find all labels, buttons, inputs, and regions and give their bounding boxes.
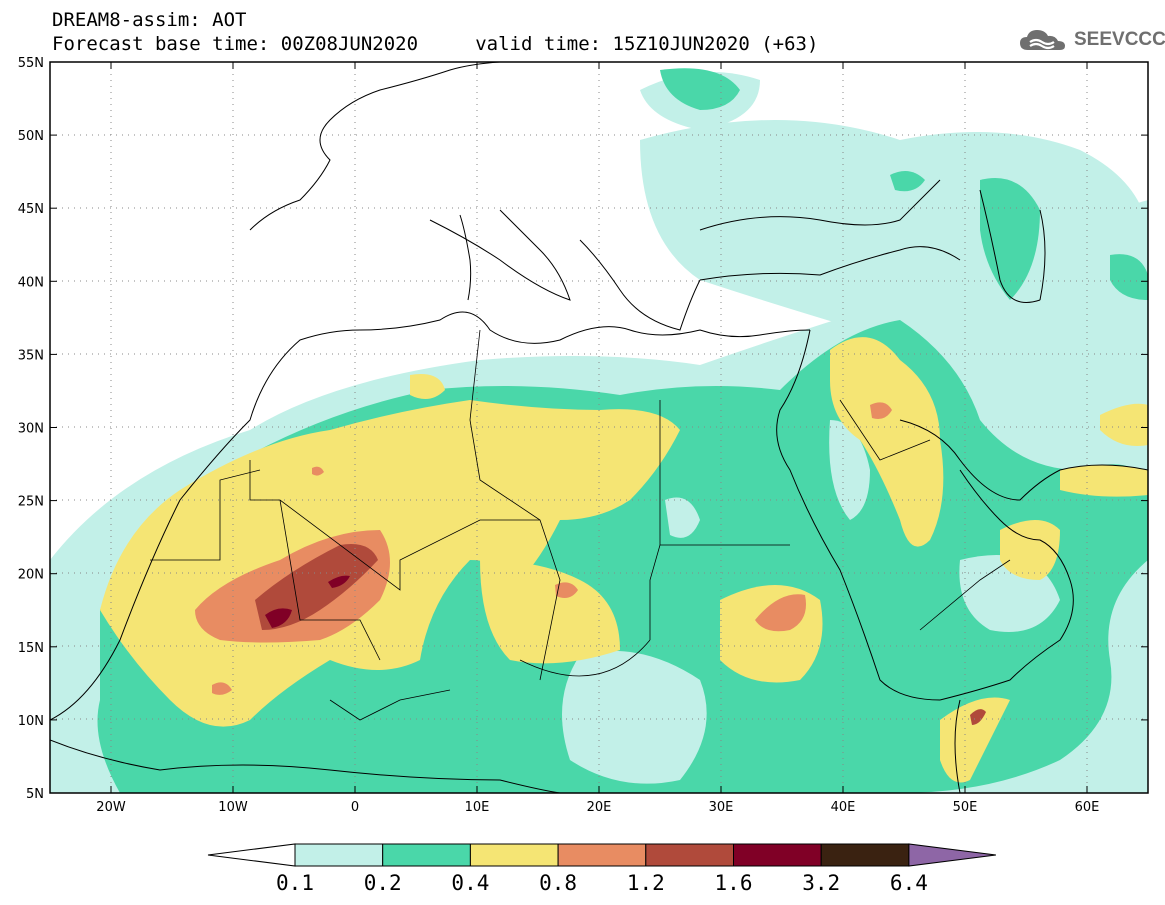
colorbar-segment [820,843,910,867]
lon-label: 60E [1075,800,1100,815]
lat-label: 15N [18,641,44,656]
latitude-axis: 55N 50N 45N 40N 35N 30N 25N 20N 15N 10N 5N [18,56,1148,802]
lon-label: 10W [218,800,248,815]
lat-label: 50N [18,129,44,144]
colorbar-segment [645,843,734,867]
colorbar-segment [469,843,559,867]
lat-label: 25N [18,495,44,510]
lon-label: 20E [587,800,612,815]
lon-label: 0 [351,800,359,815]
colorbar-segment [733,843,822,867]
seevccc-logo: SEEVCCC [1018,26,1165,54]
colorbar-label: 1.6 [715,871,753,895]
lon-label: 20W [96,800,126,815]
colorbar-label: 0.2 [364,871,402,895]
lon-label: 30E [709,800,734,815]
lon-label: 50E [953,800,978,815]
forecast-times: Forecast base time: 00Z08JUN2020 valid t… [52,33,819,55]
colorbar-segment [294,843,384,867]
country-borders [150,329,1011,721]
logo-text: SEEVCCC [1074,29,1165,50]
colorbar-high-arrow [908,843,996,867]
lon-label: 10E [465,800,490,815]
colorbar-label: 3.2 [802,871,840,895]
lat-label: 30N [18,422,44,437]
colorbar-label: 0.4 [451,871,489,895]
colorbar: 0.1 0.2 0.4 0.8 1.2 1.6 3.2 6.4 [207,843,996,895]
colorbar-label: 0.1 [276,871,314,895]
lon-label: 40E [831,800,856,815]
colorbar-low-arrow [207,843,296,867]
lat-label: 40N [18,275,44,290]
colorbar-label: 1.2 [627,871,665,895]
colorbar-segment [382,843,471,867]
colorbar-label: 6.4 [890,871,928,895]
lat-label: 45N [18,202,44,217]
coastlines [50,62,1148,793]
aot-field [50,62,1148,793]
colorbar-segment [557,843,647,867]
lat-label: 55N [18,56,44,71]
colorbar-label: 0.8 [539,871,577,895]
lat-label: 10N [18,714,44,729]
longitude-axis: 20W 10W 0 10E 20E 30E 40E 50E 60E [96,62,1099,815]
lat-label: 20N [18,568,44,583]
cloud-icon [1020,30,1065,50]
map-title: DREAM8-assim: AOT [52,9,247,31]
lat-label: 35N [18,348,44,363]
lat-label: 5N [26,787,44,802]
